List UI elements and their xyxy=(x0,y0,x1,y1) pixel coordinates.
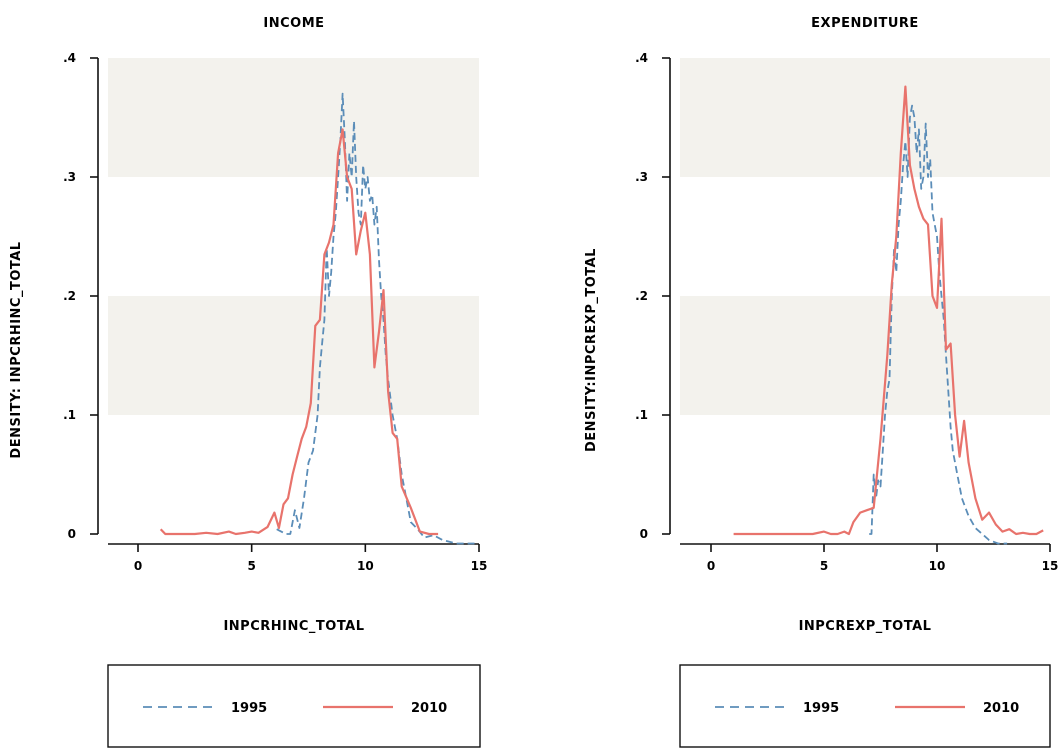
x-tick-label: 15 xyxy=(1042,559,1059,573)
y-axis-label: DENSITY: INPCRHINC_TOTAL xyxy=(9,241,24,458)
y-tick-label: .4 xyxy=(635,51,648,65)
series-line-1995 xyxy=(869,104,1008,545)
legend: 1995 2010 xyxy=(679,664,1051,748)
x-tick-label: 10 xyxy=(357,559,374,573)
chart-title: EXPENDITURE xyxy=(811,16,919,31)
x-axis-label: INPCREXP_TOTAL xyxy=(799,619,932,634)
legend-label: 2010 xyxy=(983,701,1019,716)
x-tick-label: 0 xyxy=(707,559,715,573)
background-band xyxy=(108,58,479,177)
x-tick-label: 0 xyxy=(134,559,142,573)
y-tick-label: .2 xyxy=(635,289,648,303)
legend-label: 1995 xyxy=(803,701,839,716)
legend-box xyxy=(679,664,1051,748)
y-axis-label: DENSITY:INPCREXP_TOTAL xyxy=(584,248,599,452)
panel-income: INCOME 0 .1 .2 .3 .4 0 5 10 15 INPCRHINC_TOTAL DENS… xyxy=(9,16,488,748)
y-tick-label: .2 xyxy=(63,289,76,303)
background-band xyxy=(108,296,479,415)
chart-title: INCOME xyxy=(263,16,324,31)
x-tick-label: 5 xyxy=(820,559,828,573)
series-line-1995 xyxy=(276,92,475,545)
y-tick-label: .3 xyxy=(635,170,648,184)
background-band xyxy=(680,296,1050,415)
legend-label: 1995 xyxy=(231,701,267,716)
x-tick-label: 5 xyxy=(247,559,255,573)
series-line-2010 xyxy=(159,128,439,536)
legend-label: 2010 xyxy=(411,701,447,716)
x-tick-label: 15 xyxy=(471,559,488,573)
x-axis-label: INPCRHINC_TOTAL xyxy=(223,619,364,634)
legend-box xyxy=(107,664,481,748)
y-tick-label: .3 xyxy=(63,170,76,184)
legend: 1995 2010 xyxy=(107,664,481,748)
background-band xyxy=(680,58,1050,177)
y-tick-label: 0 xyxy=(68,527,76,541)
y-tick-label: .4 xyxy=(63,51,76,65)
y-tick-label: 0 xyxy=(640,527,648,541)
y-tick-label: .1 xyxy=(63,408,76,422)
series-line-2010 xyxy=(733,85,1044,536)
panel-expenditure: EXPENDITURE 0 .1 .2 .3 .4 0 5 10 15 INPCREXP_TOTAL… xyxy=(584,16,1059,748)
x-tick-label: 10 xyxy=(929,559,946,573)
y-tick-label: .1 xyxy=(635,408,648,422)
